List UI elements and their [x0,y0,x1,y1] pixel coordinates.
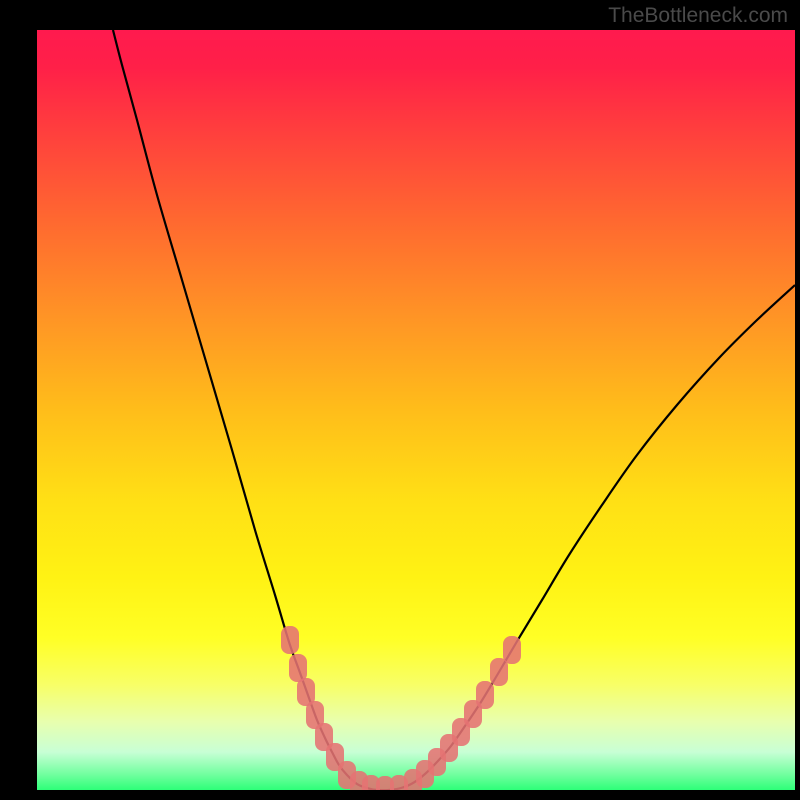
bottleneck-curve-path [113,30,795,790]
data-marker [281,626,299,654]
data-marker [476,681,494,709]
watermark-text: TheBottleneck.com [608,4,788,28]
data-marker [503,636,521,664]
plot-area [37,30,795,790]
bottleneck-curve-svg [37,30,795,790]
